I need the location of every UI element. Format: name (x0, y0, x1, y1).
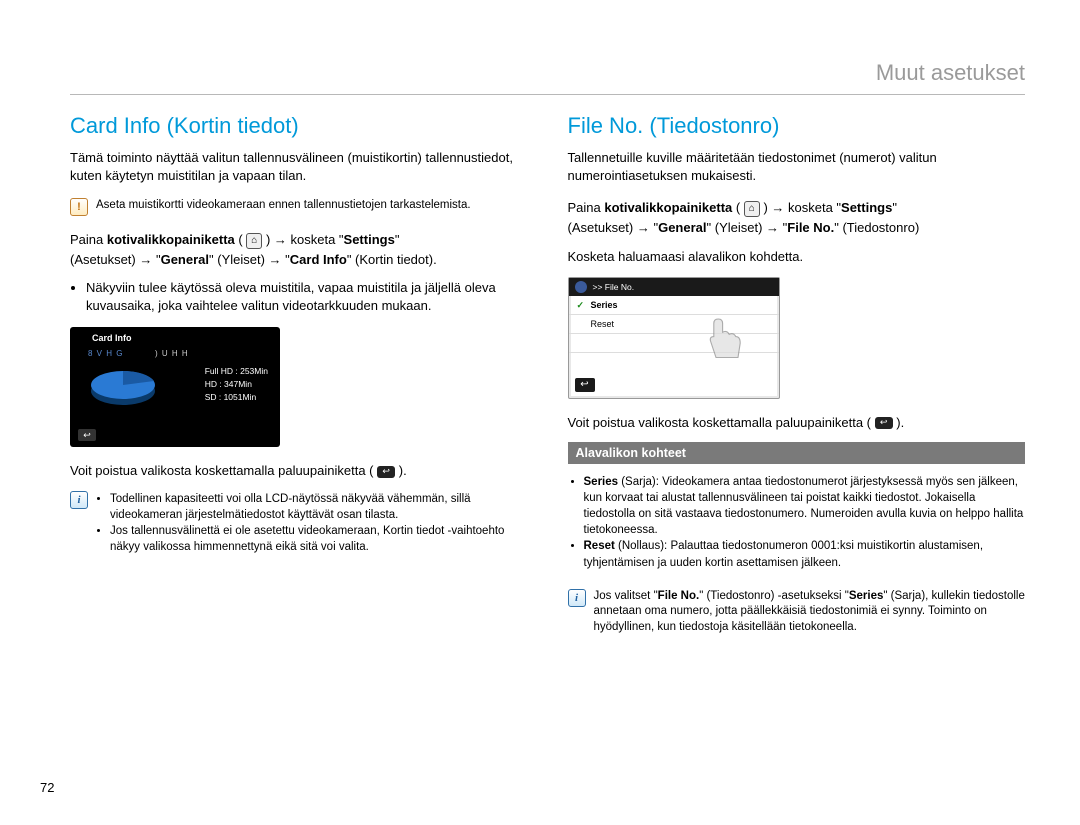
card-info-screenshot: Card Info 8 V H G ) U H H Full HD : 253M… (70, 327, 280, 447)
back-icon: ↩ (875, 417, 893, 429)
reset-item: Reset (Nollaus): Palauttaa tiedostonumer… (584, 538, 1026, 570)
left-column: Card Info (Kortin tiedot) Tämä toiminto … (70, 113, 528, 649)
info-icon: i (70, 491, 88, 509)
capacity-note: Todellinen kapasiteetti voi olla LCD-näy… (110, 491, 528, 523)
back-icon: ↩ (78, 429, 96, 441)
series-final-note: Jos valitset "File No." (Tiedostonro) -a… (594, 589, 1026, 636)
card-info-heading: Card Info (Kortin tiedot) (70, 113, 528, 139)
info-icon: i (568, 589, 586, 607)
series-item: Series (Sarja): Videokamera antaa tiedos… (584, 474, 1026, 538)
file-no-intro: Tallennetuille kuville määritetään tiedo… (568, 149, 1026, 184)
gear-icon (575, 281, 587, 293)
submenu-header: Alavalikon kohteet (568, 442, 1026, 464)
page-number: 72 (40, 780, 54, 795)
file-no-exit: Voit poistua valikosta koskettamalla pal… (568, 413, 1026, 433)
right-column: File No. (Tiedostonro) Tallennetuille ku… (568, 113, 1026, 649)
touch-submenu: Kosketa haluamaasi alavalikon kohdetta. (568, 247, 1026, 267)
file-no-screenshot: >> File No. ✓Series Reset ↩ (568, 277, 780, 399)
back-icon: ↩ (377, 466, 395, 478)
hand-icon (694, 308, 749, 363)
back-icon: ↩ (575, 378, 595, 392)
page-header: Muut asetukset (70, 60, 1025, 95)
card-info-bullet: Näkyviin tulee käytössä oleva muistitila… (86, 279, 528, 315)
home-icon: ⌂ (246, 233, 262, 249)
card-info-instruction: Paina kotivalikkopainiketta ( ⌂ ) → kosk… (70, 230, 528, 269)
card-info-exit: Voit poistua valikosta koskettamalla pal… (70, 461, 528, 481)
file-no-instruction: Paina kotivalikkopainiketta ( ⌂ ) → kosk… (568, 198, 1026, 237)
check-icon: ✓ (577, 300, 585, 311)
card-info-intro: Tämä toiminto näyttää valitun tallennusv… (70, 149, 528, 184)
insert-card-note: Aseta muistikortti videokameraan ennen t… (96, 198, 471, 214)
no-media-note: Jos tallennusvälinettä ei ole asetettu v… (110, 523, 528, 555)
warning-icon: ! (70, 198, 88, 216)
file-no-heading: File No. (Tiedostonro) (568, 113, 1026, 139)
home-icon: ⌂ (744, 201, 760, 217)
